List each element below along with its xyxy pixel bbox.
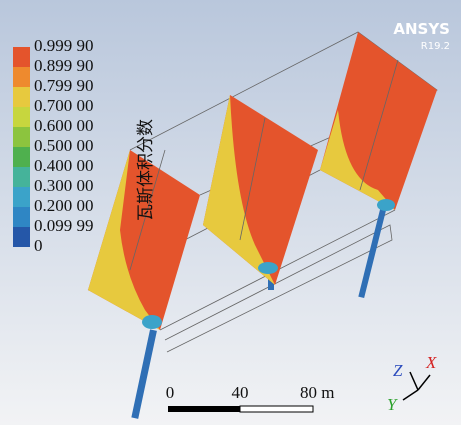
legend-label: 0.799 90 <box>34 76 94 95</box>
color-bar <box>13 47 30 247</box>
legend-label: 0.999 90 <box>34 36 94 55</box>
legend-label: 0.600 00 <box>34 116 94 135</box>
axis-y: Y <box>387 395 398 414</box>
scale-label: 40 <box>232 383 249 402</box>
legend-label: 0.200 00 <box>34 196 94 215</box>
scale-bar <box>168 406 313 412</box>
legend-label: 0.899 90 <box>34 56 94 75</box>
screenshot: ANSYS R19.2 0.999 900.899 900.799 90 0 <box>0 0 461 425</box>
scale-label: 0 <box>166 383 175 402</box>
legend-label: 0.300 00 <box>34 176 94 195</box>
axis-x: X <box>425 353 437 372</box>
logo-version: R19.2 <box>421 41 450 52</box>
legend-label: 0.500 00 <box>34 136 94 155</box>
legend-label: 0.099 99 <box>34 216 94 235</box>
legend-label: 0.700 00 <box>34 96 94 115</box>
axis-z: Z <box>393 361 403 380</box>
legend-label: 0.400 00 <box>34 156 94 175</box>
legend-label: 0 <box>34 236 43 255</box>
scale-label: 80 m <box>300 383 334 402</box>
logo-brand: ANSYS <box>393 20 450 38</box>
legend-title: 瓦斯体积分数 <box>136 119 155 221</box>
